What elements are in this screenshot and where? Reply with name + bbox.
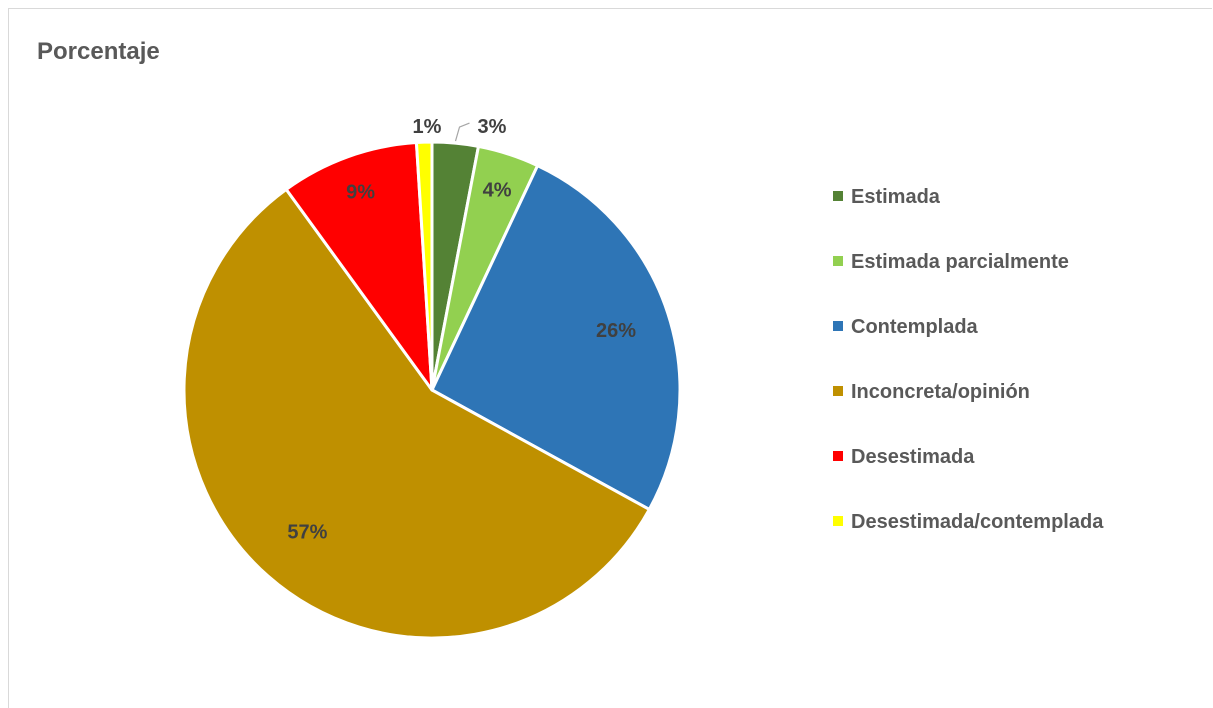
- legend-swatch: [833, 451, 843, 461]
- legend-item-estimada: Estimada: [833, 186, 941, 208]
- data-label-desestimada-contemplada: 1%: [413, 116, 442, 138]
- pie-slices: [182, 140, 682, 640]
- data-label-desestimada: 9%: [346, 182, 375, 204]
- data-label-estimada-parcialmente: 4%: [483, 180, 512, 202]
- pie-slice-desestimada-contemplada: [414, 140, 434, 392]
- leader-lines: [454, 122, 470, 142]
- legend-label: Desestimada: [851, 446, 975, 468]
- chart-title: Porcentaje: [37, 38, 160, 65]
- data-label-contemplada: 26%: [596, 320, 636, 342]
- legend-item-inconcreta-opinion: Inconcreta/opinión: [833, 381, 1030, 403]
- legend-label: Estimada: [851, 186, 941, 208]
- legend-item-desestimada: Desestimada: [833, 446, 975, 468]
- legend-item-desestimada-contemplada: Desestimada/contemplada: [833, 511, 1104, 533]
- pie-slice-desestimada: [284, 140, 434, 392]
- pie-slice-inconcreta-opinion: [182, 187, 651, 640]
- legend-swatch: [833, 321, 843, 331]
- legend-swatch: [833, 191, 843, 201]
- legend-swatch: [833, 516, 843, 526]
- legend-label: Estimada parcialmente: [851, 251, 1069, 273]
- legend: Estimada Estimada parcialmente Contemplada…: [833, 186, 1104, 533]
- legend-swatch: [833, 386, 843, 396]
- data-label-estimada: 3%: [478, 116, 507, 138]
- legend-swatch: [833, 256, 843, 266]
- legend-item-contemplada: Contemplada: [833, 316, 979, 338]
- legend-label: Desestimada/contemplada: [851, 511, 1104, 533]
- legend-item-estimada-parcialmente: Estimada parcialmente: [833, 251, 1069, 273]
- data-labels: 3% 4% 26% 57% 9% 1%: [287, 116, 636, 543]
- data-label-inconcreta-opinion: 57%: [287, 521, 327, 543]
- leader-line-estimada: [454, 122, 470, 142]
- legend-label: Contemplada: [851, 316, 979, 338]
- legend-label: Inconcreta/opinión: [851, 381, 1030, 403]
